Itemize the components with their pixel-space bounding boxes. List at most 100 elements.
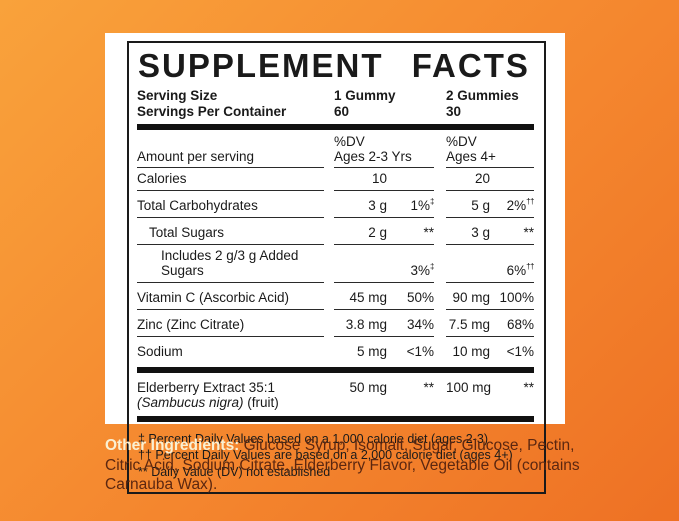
- nutrient-row-elderberry-extract: Elderberry Extract 35:1 (Sambucus nigra)…: [137, 377, 534, 412]
- amount-value: 3 g: [368, 197, 387, 213]
- dv-dagger: ‡: [430, 261, 434, 271]
- col2-values: 20: [446, 168, 534, 191]
- nutrient-name: Total Carbohydrates: [137, 195, 324, 218]
- dv-dagger: ‡: [430, 196, 434, 206]
- amount-value: 5 mg: [356, 343, 387, 359]
- col1-values: 45 mg 50%: [334, 283, 434, 310]
- other-ingredients-label: Other Ingredients:: [105, 437, 240, 454]
- dv-value: <1%: [387, 340, 434, 359]
- dv-text: 34%: [406, 316, 434, 332]
- footnotes-block: ‡ Percent Daily Values based on a 1,000 …: [137, 426, 534, 485]
- dv-text: 50%: [406, 289, 434, 305]
- dv-value: **: [490, 221, 534, 240]
- dv-value: 34%: [387, 313, 434, 332]
- dv-text: 2%: [506, 197, 527, 213]
- dv-text: **: [523, 224, 534, 240]
- dv-value: 3%‡: [387, 259, 435, 278]
- dv-value: **: [387, 221, 434, 240]
- nutrient-row-calories: Calories 10 20: [137, 168, 534, 191]
- servings-per-container-row: Servings Per Container 60 30: [137, 104, 534, 120]
- dv-label-col2: %DV: [446, 133, 477, 149]
- nutrient-row-sodium: Sodium 5 mg <1% 10 mg <1%: [137, 337, 534, 363]
- dv-text: 68%: [506, 316, 534, 332]
- dv-value: **: [423, 379, 434, 395]
- amount-value: 10: [371, 170, 387, 186]
- ages-label-col1: Ages 2-3 Yrs: [334, 148, 412, 164]
- servings-per-container-col1: 60: [334, 103, 350, 119]
- footnote-dv-not-established: ** Daily Value (DV) not established: [138, 464, 331, 479]
- dv-value: 1%‡: [387, 194, 435, 213]
- ages-label-col2: Ages 4+: [446, 148, 496, 164]
- col1-values: 3.8 mg 34%: [334, 310, 434, 337]
- dv-header-col2: %DV Ages 4+: [446, 134, 534, 168]
- dv-dagger: ††: [526, 196, 534, 206]
- col1-values: 3 g 1%‡: [334, 191, 434, 218]
- dv-text: 3%: [410, 262, 431, 278]
- col2-values: 3 g **: [446, 218, 534, 245]
- other-ingredients-text: Glucose Syrup, Isomalt, Sugar, Glucose, …: [105, 437, 580, 493]
- amount-value: 10 mg: [452, 343, 490, 359]
- footnote-ages-2-3: ‡ Percent Daily Values based on a 1,000 …: [138, 431, 488, 446]
- col2-values: 5 g 2%††: [446, 191, 534, 218]
- amount-value: 5 g: [471, 197, 490, 213]
- nutrient-row-added-sugars: Includes 2 g/3 g Added Sugars 3%‡ 6%††: [137, 245, 534, 283]
- nutrient-name: Calories: [137, 168, 324, 191]
- dv-dagger: ††: [526, 261, 534, 271]
- nutrient-name: Sodium: [137, 343, 183, 359]
- dv-label-col1: %DV: [334, 133, 365, 149]
- servings-per-container-label: Servings Per Container: [137, 103, 287, 119]
- amount-value: 100 mg: [446, 379, 492, 395]
- dv-text: **: [423, 224, 434, 240]
- col1-values: 2 g **: [334, 218, 434, 245]
- amount-value: 3 g: [471, 224, 490, 240]
- nutrient-name: Elderberry Extract 35:1 (Sambucus nigra)…: [137, 380, 324, 410]
- dv-text: <1%: [506, 343, 534, 359]
- dv-header-col1: %DV Ages 2-3 Yrs: [334, 134, 434, 168]
- dv-value: <1%: [490, 340, 534, 359]
- divider-thick-top: [137, 123, 534, 130]
- elderberry-name: Elderberry Extract 35:1: [137, 379, 276, 395]
- nutrient-name: Includes 2 g/3 g Added Sugars: [137, 245, 324, 283]
- dv-text: <1%: [406, 343, 434, 359]
- dv-text: 1%: [410, 197, 431, 213]
- nutrient-row-total-sugars: Total Sugars 2 g ** 3 g **: [137, 218, 534, 245]
- serving-size-col1: 1 Gummy: [334, 87, 396, 103]
- dv-value: 100%: [490, 286, 534, 305]
- divider-thick-middle: [137, 366, 534, 373]
- serving-size-label: Serving Size: [137, 87, 218, 103]
- serving-size-col2: 2 Gummies: [446, 87, 519, 103]
- col2-values: 10 mg <1%: [446, 337, 534, 363]
- supplement-facts-panel: SUPPLEMENT FACTS Serving Size 1 Gummy 2 …: [105, 33, 565, 495]
- amount-per-serving-label: Amount per serving: [137, 149, 324, 168]
- column-header-row: Amount per serving %DV Ages 2-3 Yrs %DV …: [137, 134, 534, 168]
- nutrient-row-vitamin-c: Vitamin C (Ascorbic Acid) 45 mg 50% 90 m…: [137, 283, 534, 310]
- col1-values: 50 mg **: [334, 380, 434, 395]
- serving-size-row: Serving Size 1 Gummy 2 Gummies: [137, 88, 534, 104]
- facts-title: SUPPLEMENT FACTS: [138, 47, 530, 84]
- dv-value: 50%: [387, 286, 434, 305]
- col2-values: 7.5 mg 68%: [446, 310, 534, 337]
- col2-values: 6%††: [446, 256, 534, 283]
- divider-thick-bottom: [137, 415, 534, 422]
- col1-values: 10: [334, 168, 434, 191]
- amount-value: 45 mg: [349, 289, 387, 305]
- footnote-ages-4plus: †† Percent Daily Values are based on a 2…: [138, 448, 513, 463]
- dv-text: 6%: [506, 262, 527, 278]
- nutrient-name: Zinc (Zinc Citrate): [137, 314, 324, 337]
- nutrient-name: Vitamin C (Ascorbic Acid): [137, 287, 324, 310]
- servings-per-container-col2: 30: [446, 103, 462, 119]
- amount-value: 2 g: [368, 224, 387, 240]
- elderberry-latin-name: (Sambucus nigra): [137, 394, 244, 410]
- amount-value: 7.5 mg: [448, 316, 490, 332]
- dv-value: **: [523, 379, 534, 395]
- col1-values: 3%‡: [334, 256, 434, 283]
- amount-value: 20: [474, 170, 490, 186]
- elderberry-plant-part: (fruit): [243, 394, 279, 410]
- amount-value: 90 mg: [452, 289, 490, 305]
- dv-text: 100%: [499, 289, 534, 305]
- nutrient-row-zinc: Zinc (Zinc Citrate) 3.8 mg 34% 7.5 mg 68…: [137, 310, 534, 337]
- elderberry-subname: (Sambucus nigra) (fruit): [137, 395, 324, 410]
- nutrient-row-total-carbohydrates: Total Carbohydrates 3 g 1%‡ 5 g 2%††: [137, 191, 534, 218]
- dv-value: 68%: [490, 313, 534, 332]
